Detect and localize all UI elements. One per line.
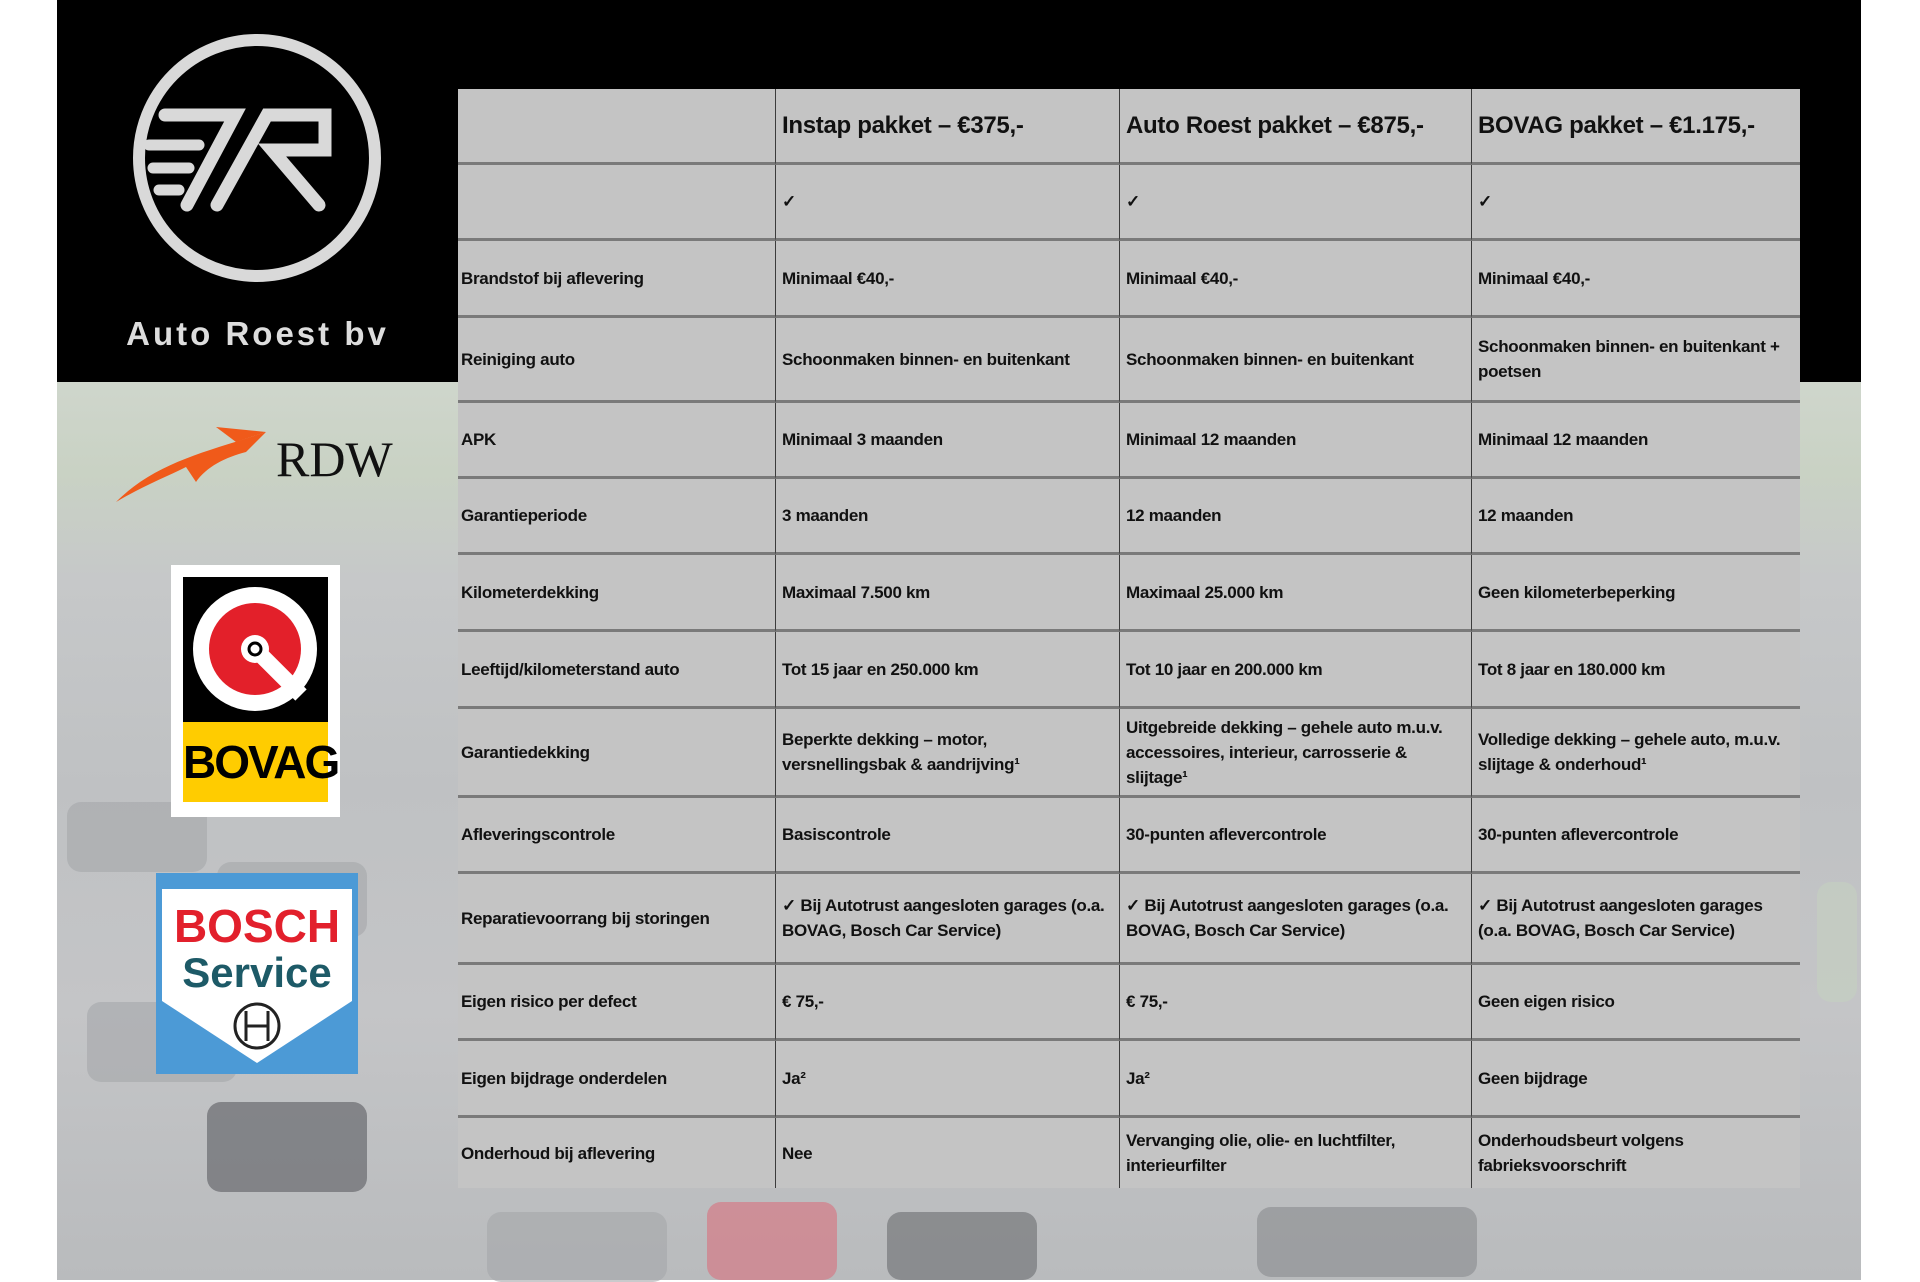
row-label: Garantieperiode (458, 479, 776, 555)
package-comparison-table: Instap pakket – €375,- Auto Roest pakket … (458, 89, 1800, 1188)
row-label: Leeftijd/kilometerstand auto (458, 632, 776, 709)
table-cell: Minimaal €40,- (1472, 241, 1800, 318)
table-cell: ✓ Bij Autotrust aangesloten garages (o.a… (1120, 874, 1472, 965)
row-label: Onderhoud bij aflevering (458, 1118, 776, 1188)
column-header: BOVAG pakket – €1.175,- (1472, 89, 1800, 165)
table-cell: 12 maanden (1472, 479, 1800, 555)
row-label: Reiniging auto (458, 318, 776, 403)
table-cell: ✓ (1120, 165, 1472, 241)
rdw-wing-icon (116, 427, 266, 502)
table-cell: Basiscontrole (776, 798, 1120, 874)
table-cell: 30-punten aflevercontrole (1120, 798, 1472, 874)
table-cell: Volledige dekking – gehele auto, m.u.v. … (1472, 709, 1800, 798)
table-cell: € 75,- (1120, 965, 1472, 1041)
table-cell: Minimaal 12 maanden (1472, 403, 1800, 479)
auto-roest-7r-logo-icon (133, 34, 381, 282)
brand-name: Auto Roest bv (126, 315, 389, 352)
table-cell: Minimaal 3 maanden (776, 403, 1120, 479)
brand-logo: Auto Roest bv (57, 0, 458, 382)
row-label: Reparatievoorrang bij storingen (458, 874, 776, 965)
table-cell: Minimaal 12 maanden (1120, 403, 1472, 479)
table-cell: 12 maanden (1120, 479, 1472, 555)
table-cell: Nee (776, 1118, 1120, 1188)
column-header (458, 89, 776, 165)
table-cell: Minimaal €40,- (776, 241, 1120, 318)
table-cell: Maximaal 7.500 km (776, 555, 1120, 632)
bosch-service-logo: BOSCH Service (156, 873, 358, 1074)
row-label: Kilometerdekking (458, 555, 776, 632)
row-label: Brandstof bij aflevering (458, 241, 776, 318)
table-cell: ✓ Bij Autotrust aangesloten garages (o.a… (1472, 874, 1800, 965)
bosch-shield-icon (156, 873, 358, 1074)
row-label: APK (458, 403, 776, 479)
table-cell: ✓ Bij Autotrust aangesloten garages (o.a… (776, 874, 1120, 965)
row-label: Eigen bijdrage onderdelen (458, 1041, 776, 1118)
table-cell: ✓ (776, 165, 1120, 241)
bovag-logo: BOVAG (171, 565, 340, 817)
service-text: Service (182, 949, 332, 996)
column-header: Auto Roest pakket – €875,- (1120, 89, 1472, 165)
column-header: Instap pakket – €375,- (776, 89, 1120, 165)
table-cell: Ja² (776, 1041, 1120, 1118)
table-cell: Uitgebreide dekking – gehele auto m.u.v.… (1120, 709, 1472, 798)
table-cell: Geen kilometerbeperking (1472, 555, 1800, 632)
table-cell: 30-punten aflevercontrole (1472, 798, 1800, 874)
table-cell: € 75,- (776, 965, 1120, 1041)
table-cell: Geen eigen risico (1472, 965, 1800, 1041)
row-label: Afleveringscontrole (458, 798, 776, 874)
row-label: Eigen risico per defect (458, 965, 776, 1041)
table-cell: Tot 8 jaar en 180.000 km (1472, 632, 1800, 709)
table-cell: Onderhoudsbeurt volgens fabrieksvoorschr… (1478, 1131, 1684, 1175)
table-cell: Ja² (1120, 1041, 1472, 1118)
rdw-logo: RDW (116, 422, 396, 507)
table-cell: Schoonmaken binnen- en buitenkant (1120, 318, 1472, 403)
table-cell: Geen bijdrage (1472, 1041, 1800, 1118)
table-cell: Vervanging olie, olie- en luchtfilter, i… (1120, 1118, 1472, 1188)
table-cell: ✓ (1472, 165, 1800, 241)
table-cell: Schoonmaken binnen- en buitenkant + poet… (1472, 318, 1800, 403)
table-cell: Minimaal €40,- (1120, 241, 1472, 318)
row-label: Garantiedekking (458, 709, 776, 798)
bovag-text: BOVAG (183, 722, 340, 802)
table-cell: Tot 10 jaar en 200.000 km (1120, 632, 1472, 709)
table-cell: Maximaal 25.000 km (1120, 555, 1472, 632)
table-cell: 3 maanden (776, 479, 1120, 555)
bosch-text: BOSCH (173, 900, 341, 952)
rdw-text: RDW (276, 431, 393, 487)
table-cell: Schoonmaken binnen- en buitenkant (776, 318, 1120, 403)
bovag-emblem-icon (193, 587, 317, 711)
table-cell: Tot 15 jaar en 250.000 km (776, 632, 1120, 709)
row-label (458, 165, 776, 241)
table-cell: Beperkte dekking – motor, versnellingsba… (776, 709, 1120, 798)
